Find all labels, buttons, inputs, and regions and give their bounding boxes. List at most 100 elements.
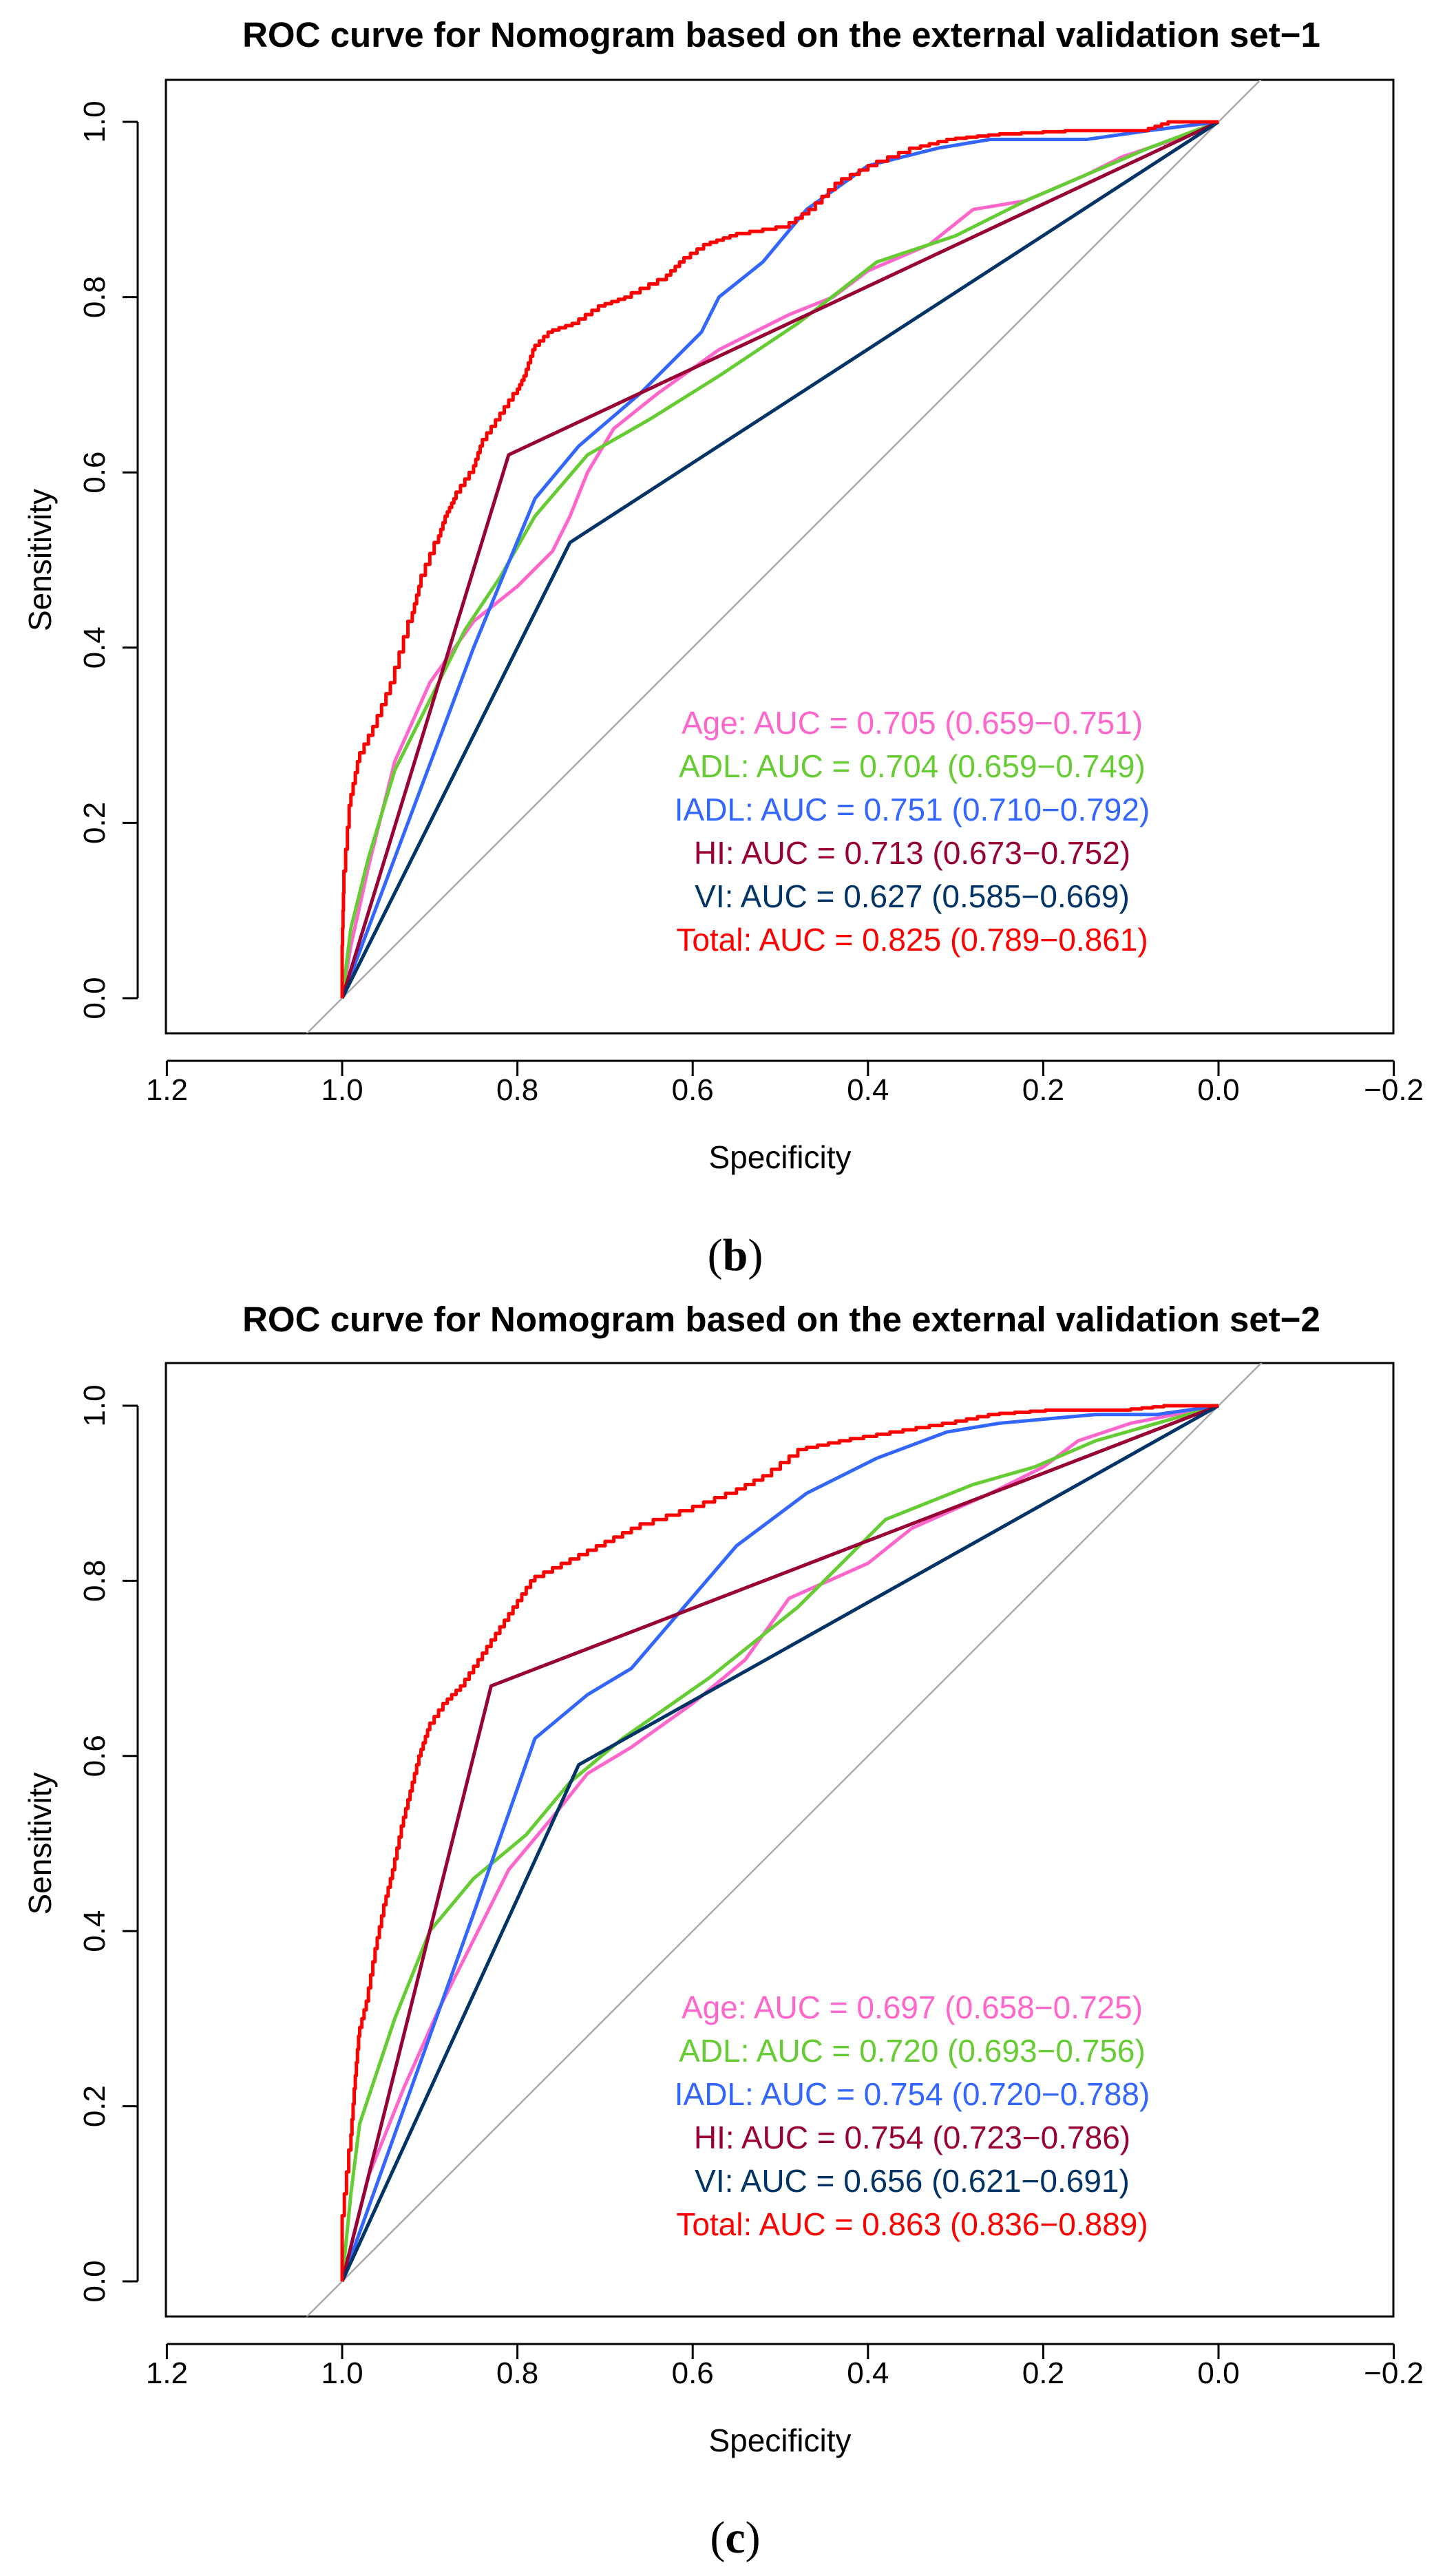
legend-auc: 0.754 xyxy=(844,2120,923,2155)
panel-label: (c) xyxy=(710,2513,760,2563)
y-axis-label: Sensitivity xyxy=(22,1772,58,1914)
legend-ci: (0.659−0.751) xyxy=(936,705,1143,741)
legend-entry-adl: ADL: AUC = 0.704 (0.659−0.749) xyxy=(679,748,1146,784)
legend-ci: (0.659−0.749) xyxy=(938,748,1146,784)
legend-auc: 0.713 xyxy=(844,835,923,871)
legend-prefix: Age: AUC = xyxy=(682,1989,856,2025)
panel-label-open: ( xyxy=(710,2513,725,2563)
x-tick-label: 1.2 xyxy=(146,1073,188,1107)
panel-label-close: ) xyxy=(748,1230,763,1280)
reference-diagonal xyxy=(306,80,1262,1033)
y-tick-label: 0.8 xyxy=(78,1560,112,1602)
panel-label-open: ( xyxy=(708,1230,723,1280)
roc-panel-c: ROC curve for Nomogram based on the exte… xyxy=(22,1300,1424,2563)
panel-label-letter: b xyxy=(723,1230,748,1280)
plot-area xyxy=(306,1363,1263,2316)
roc-curve-iadl xyxy=(340,120,1219,999)
roc-curve-vi xyxy=(340,120,1220,1000)
reference-diagonal xyxy=(306,1363,1263,2316)
y-axis-label: Sensitivity xyxy=(22,489,58,631)
plot-area xyxy=(306,80,1262,1033)
x-axis-label: Specificity xyxy=(708,1139,851,1175)
legend-entry-iadl: IADL: AUC = 0.751 (0.710−0.792) xyxy=(675,792,1150,827)
legend-ci: (0.720−0.788) xyxy=(943,2076,1150,2112)
y-tick-label: 1.0 xyxy=(78,1384,112,1426)
y-tick-label: 0.6 xyxy=(78,452,112,494)
x-axis-label: Specificity xyxy=(708,2422,851,2458)
legend-prefix: HI: AUC = xyxy=(694,2120,845,2155)
y-tick-label: 0.4 xyxy=(78,626,112,668)
x-tick-label: 0.8 xyxy=(496,2356,538,2390)
x-tick-label: 0.6 xyxy=(672,1073,714,1107)
legend-auc: 0.863 xyxy=(862,2206,941,2242)
legend-prefix: ADL: AUC = xyxy=(679,2033,859,2069)
plot-frame xyxy=(165,1362,1395,2318)
roc-curve-hi xyxy=(340,120,1220,999)
legend-entry-hi: HI: AUC = 0.713 (0.673−0.752) xyxy=(694,835,1130,871)
legend-prefix: ADL: AUC = xyxy=(679,748,859,784)
legend-ci: (0.723−0.786) xyxy=(924,2120,1131,2155)
legend-ci: (0.673−0.752) xyxy=(924,835,1131,871)
legend-entry-adl: ADL: AUC = 0.720 (0.693−0.756) xyxy=(679,2033,1146,2069)
legend-prefix: VI: AUC = xyxy=(695,878,843,914)
roc-curve-adl xyxy=(340,120,1219,999)
roc-curve-total xyxy=(340,1404,1219,2281)
legend-entry-age: Age: AUC = 0.697 (0.658−0.725) xyxy=(682,1989,1143,2025)
x-tick-label: 1.0 xyxy=(321,2356,363,2390)
legend-prefix: Age: AUC = xyxy=(682,705,856,741)
legend-auc: 0.705 xyxy=(856,705,936,741)
legend-prefix: IADL: AUC = xyxy=(675,792,864,827)
plot-frame xyxy=(165,78,1395,1035)
legend-entry-vi: VI: AUC = 0.656 (0.621−0.691) xyxy=(695,2163,1130,2199)
x-tick-label: 0.4 xyxy=(847,1073,889,1107)
legend-entry-hi: HI: AUC = 0.754 (0.723−0.786) xyxy=(694,2120,1130,2155)
legend-ci: (0.621−0.691) xyxy=(922,2163,1130,2199)
roc-curve-hi xyxy=(340,1404,1219,2282)
roc-curve-total xyxy=(340,120,1219,998)
legend-prefix: Total: AUC = xyxy=(676,922,862,958)
panel-label-close: ) xyxy=(746,2513,761,2563)
panel-label-letter: c xyxy=(725,2513,745,2563)
legend-ci: (0.710−0.792) xyxy=(943,792,1150,827)
roc-curve-vi xyxy=(340,1404,1220,2283)
legend-entry-total: Total: AUC = 0.825 (0.789−0.861) xyxy=(676,922,1148,958)
legend-auc: 0.656 xyxy=(843,2163,922,2199)
x-tick-label: 0.0 xyxy=(1197,1073,1239,1107)
chart-title: ROC curve for Nomogram based on the exte… xyxy=(242,1300,1320,1339)
legend-entry-vi: VI: AUC = 0.627 (0.585−0.669) xyxy=(695,878,1130,914)
legend-auc: 0.627 xyxy=(843,878,922,914)
legend-entry-total: Total: AUC = 0.863 (0.836−0.889) xyxy=(676,2206,1148,2242)
legend-auc: 0.720 xyxy=(859,2033,938,2069)
x-tick-label: 0.2 xyxy=(1022,2356,1064,2390)
legend-auc: 0.825 xyxy=(862,922,941,958)
legend-ci: (0.658−0.725) xyxy=(936,1989,1143,2025)
x-tick-label: 0.2 xyxy=(1022,1073,1064,1107)
legend-prefix: IADL: AUC = xyxy=(675,2076,864,2112)
legend-prefix: HI: AUC = xyxy=(694,835,845,871)
x-tick-label: 0.8 xyxy=(496,1073,538,1107)
chart-title: ROC curve for Nomogram based on the exte… xyxy=(242,15,1320,54)
x-tick-label: 0.0 xyxy=(1197,2356,1239,2390)
legend-auc: 0.697 xyxy=(856,1989,936,2025)
y-tick-label: 0.2 xyxy=(78,2085,112,2127)
x-tick-label: 1.0 xyxy=(321,1073,363,1107)
y-tick-label: 1.0 xyxy=(78,101,112,142)
x-tick-label: −0.2 xyxy=(1364,1073,1424,1107)
y-tick-label: 0.6 xyxy=(78,1735,112,1777)
legend-ci: (0.789−0.861) xyxy=(941,922,1148,958)
x-tick-label: 0.4 xyxy=(847,2356,889,2390)
legend-prefix: VI: AUC = xyxy=(695,2163,843,2199)
legend-entry-age: Age: AUC = 0.705 (0.659−0.751) xyxy=(682,705,1143,741)
y-tick-label: 0.0 xyxy=(78,977,112,1019)
y-tick-label: 0.2 xyxy=(78,802,112,844)
panel-label: (b) xyxy=(708,1230,763,1280)
legend-auc: 0.754 xyxy=(864,2076,943,2112)
legend-ci: (0.693−0.756) xyxy=(938,2033,1146,2069)
y-tick-label: 0.0 xyxy=(78,2260,112,2302)
x-tick-label: −0.2 xyxy=(1364,2356,1424,2390)
legend-auc: 0.704 xyxy=(859,748,938,784)
legend-ci: (0.585−0.669) xyxy=(922,878,1130,914)
y-tick-label: 0.4 xyxy=(78,1910,112,1952)
legend-prefix: Total: AUC = xyxy=(676,2206,862,2242)
